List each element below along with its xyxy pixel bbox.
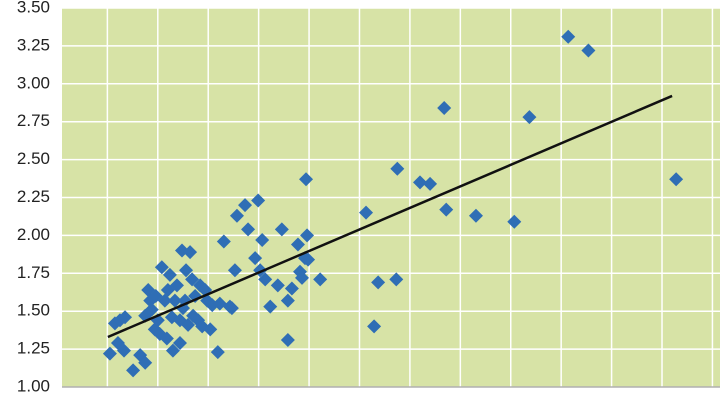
- marker: [300, 228, 315, 243]
- marker: [216, 234, 231, 249]
- y-tick-label: 2.25: [17, 187, 50, 206]
- marker: [212, 296, 227, 311]
- marker: [162, 267, 177, 282]
- marker: [437, 101, 452, 116]
- marker: [270, 278, 285, 293]
- marker: [390, 161, 405, 176]
- marker: [251, 193, 266, 208]
- trend-line: [107, 94, 673, 339]
- marker: [258, 272, 273, 287]
- marker: [299, 172, 314, 187]
- marker: [389, 272, 404, 287]
- marker: [203, 322, 218, 337]
- marker: [522, 110, 537, 125]
- marker: [263, 299, 278, 314]
- marker: [126, 363, 141, 378]
- y-tick-label: 3.50: [17, 0, 50, 16]
- marker: [301, 252, 316, 267]
- marker: [157, 293, 172, 308]
- marker: [102, 346, 117, 361]
- y-tick-label: 2.50: [17, 149, 50, 168]
- y-tick-label: 2.00: [17, 225, 50, 244]
- marker: [367, 319, 382, 334]
- marker: [284, 281, 299, 296]
- marker: [313, 272, 328, 287]
- marker: [229, 208, 244, 223]
- marker: [185, 272, 200, 287]
- marker: [290, 237, 305, 252]
- marker: [238, 198, 253, 213]
- marker: [280, 293, 295, 308]
- marker: [167, 293, 182, 308]
- y-tick-label: 1.50: [17, 301, 50, 320]
- marker: [280, 333, 295, 348]
- marker: [295, 270, 310, 285]
- marker: [138, 355, 153, 370]
- marker: [412, 175, 427, 190]
- y-tick-label: 3.25: [17, 35, 50, 54]
- y-tick-label: 1.25: [17, 339, 50, 358]
- marker: [439, 202, 454, 217]
- marker: [165, 343, 180, 358]
- marker: [159, 331, 174, 346]
- marker: [169, 278, 184, 293]
- marker: [178, 293, 193, 308]
- marker: [359, 205, 374, 220]
- marker: [224, 301, 239, 316]
- marker: [154, 260, 169, 275]
- y-tick-label: 1.00: [17, 376, 50, 395]
- marker: [507, 214, 522, 229]
- marker: [248, 251, 263, 266]
- marker: [581, 43, 596, 58]
- marker: [227, 263, 242, 278]
- y-tick-label: 3.00: [17, 73, 50, 92]
- marker: [561, 29, 576, 44]
- marker: [274, 222, 289, 237]
- marker: [241, 222, 256, 237]
- y-tick-label: 1.75: [17, 263, 50, 282]
- marker: [118, 310, 133, 325]
- marker: [669, 172, 684, 187]
- marker: [172, 336, 187, 351]
- marker: [253, 263, 268, 278]
- marker: [144, 302, 159, 317]
- marker: [181, 317, 196, 332]
- marker: [117, 343, 132, 358]
- marker: [179, 263, 194, 278]
- marker: [255, 232, 270, 247]
- marker: [423, 176, 438, 191]
- y-tick-label: 2.75: [17, 111, 50, 130]
- marker: [468, 208, 483, 223]
- marker: [183, 245, 198, 260]
- marker: [371, 275, 386, 290]
- marker: [210, 345, 225, 360]
